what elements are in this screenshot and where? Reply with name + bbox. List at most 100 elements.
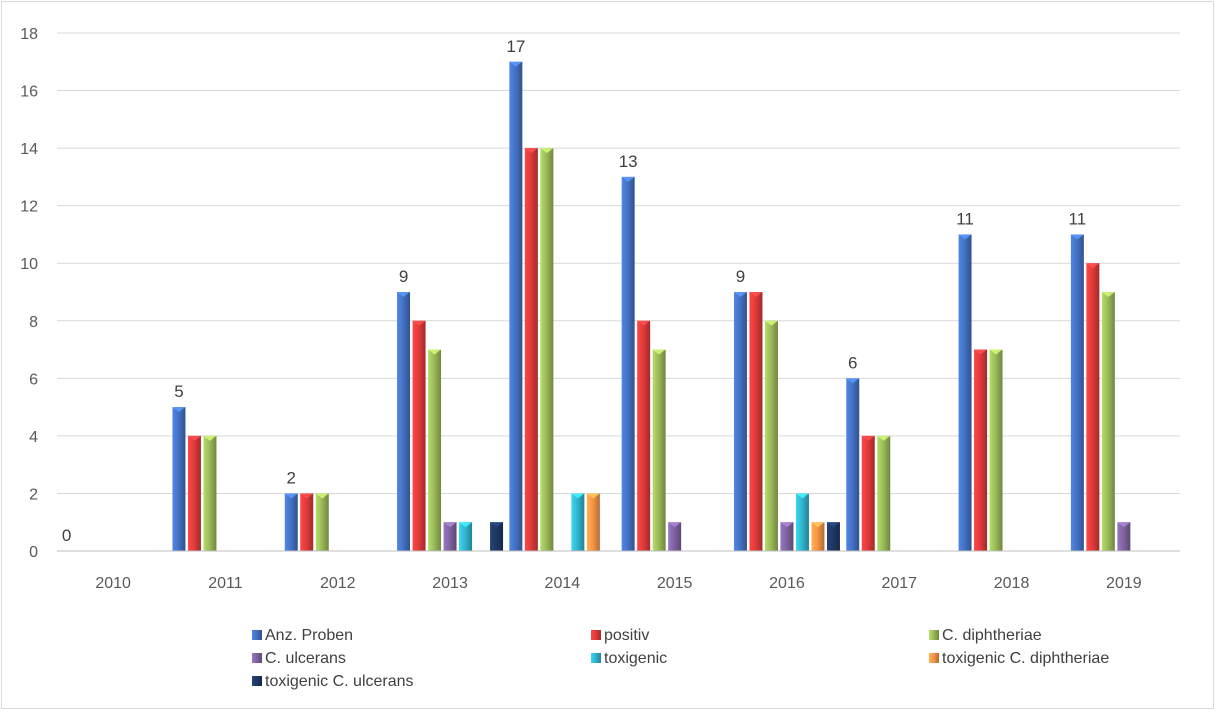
bar-bevel [652, 349, 666, 355]
bar-bevel [586, 493, 600, 499]
bar-bevel [846, 378, 860, 384]
bar-2016-2 [764, 320, 778, 551]
x-tick-label: 2014 [545, 575, 581, 592]
x-tick-label: 2019 [1106, 575, 1142, 592]
x-tick-label: 2015 [657, 575, 693, 592]
bar-2016-6 [826, 522, 840, 551]
y-axis-tick-labels: 0 2 4 6 8 10 12 14 16 18 [20, 26, 38, 561]
bar-bevel [668, 522, 682, 528]
bar-bevel [958, 234, 972, 240]
bars [172, 61, 1131, 552]
bar-bevel [989, 349, 1003, 355]
x-tick-label: 2012 [320, 575, 356, 592]
bar-2015-1 [637, 320, 651, 551]
data-label: 11 [956, 209, 974, 228]
legend-swatch [252, 676, 262, 686]
data-label: 9 [399, 267, 408, 286]
bar-2014-2 [540, 148, 554, 551]
x-tick-label: 2010 [95, 575, 131, 592]
bar-2012-0 [284, 493, 298, 551]
bar-2015-3 [668, 522, 682, 551]
bar-bevel [621, 176, 635, 182]
bar-2019-0 [1070, 234, 1084, 551]
bar-bevel [733, 292, 747, 297]
bar-bevel [826, 522, 840, 528]
bar-bevel [1117, 522, 1131, 528]
bar-2019-3 [1117, 522, 1131, 551]
bar-2016-0 [733, 292, 747, 551]
legend-label: toxigenic C. ulcerans [265, 673, 414, 690]
legend-swatch [929, 653, 939, 663]
bar-2018-2 [989, 349, 1003, 551]
bar-2015-2 [652, 349, 666, 551]
bar-2016-5 [811, 522, 825, 551]
bar-2017-0 [846, 378, 860, 551]
bar-bevel [315, 493, 329, 499]
bar-bevel [540, 148, 554, 154]
bar-2016-3 [780, 522, 794, 551]
bar-bevel [571, 493, 585, 499]
gridlines [57, 32, 1180, 552]
bar-2011-1 [187, 435, 201, 551]
bar-2014-0 [509, 61, 523, 552]
x-tick-label: 2016 [769, 575, 805, 592]
y-tick-label: 8 [29, 314, 38, 331]
bar-2019-2 [1101, 292, 1115, 551]
data-labels: 0 5 2 9 17 13 9 6 11 11 [62, 37, 1086, 545]
bar-bevel [861, 435, 875, 441]
bar-2018-1 [974, 349, 988, 551]
bar-bevel [490, 522, 504, 528]
data-label: 11 [1069, 209, 1087, 228]
bar-bevel [412, 320, 426, 326]
bar-2018-0 [958, 234, 972, 551]
legend-label: toxigenic [604, 650, 667, 667]
bar-2014-1 [524, 148, 538, 551]
legend-swatch [591, 630, 601, 640]
bar-2013-4 [459, 522, 473, 551]
bar-bevel [524, 148, 538, 154]
bar-2019-1 [1086, 263, 1100, 551]
bar-bevel [1101, 292, 1115, 297]
x-tick-label: 2018 [994, 575, 1030, 592]
data-label: 9 [736, 267, 745, 286]
x-tick-label: 2017 [881, 575, 917, 592]
legend-swatch [591, 653, 601, 663]
data-label: 17 [506, 37, 525, 56]
y-tick-label: 18 [20, 26, 38, 43]
bar-bevel [1070, 234, 1084, 240]
y-tick-label: 16 [20, 84, 38, 101]
legend-label: positiv [604, 627, 649, 644]
bar-2013-0 [397, 292, 411, 551]
bar-2014-5 [586, 493, 600, 551]
bar-2013-6 [490, 522, 504, 551]
bar-bevel [780, 522, 794, 528]
bar-bevel [795, 493, 809, 499]
bar-bevel [974, 349, 988, 355]
legend-label: toxigenic C. diphtheriae [942, 650, 1109, 667]
bar-bevel [459, 522, 473, 528]
y-tick-label: 6 [29, 371, 38, 388]
bar-2014-4 [571, 493, 585, 551]
bar-2011-0 [172, 407, 186, 551]
legend-label: C. ulcerans [265, 650, 346, 667]
x-tick-label: 2013 [432, 575, 468, 592]
bar-bevel [637, 320, 651, 326]
y-tick-label: 2 [29, 486, 38, 503]
bar-2016-4 [795, 493, 809, 551]
legend-label: C. diphtheriae [942, 627, 1042, 644]
y-tick-label: 0 [29, 544, 38, 561]
y-tick-label: 4 [29, 429, 38, 446]
bar-2016-1 [749, 292, 763, 551]
bar-bevel [187, 435, 201, 441]
data-label: 0 [62, 526, 71, 545]
bar-2012-1 [300, 493, 314, 551]
bar-bevel [1086, 263, 1100, 269]
bar-2012-2 [315, 493, 329, 551]
legend-swatch [252, 630, 262, 640]
data-label: 6 [848, 353, 857, 372]
bar-bevel [300, 493, 314, 499]
bar-2013-3 [443, 522, 457, 551]
data-label: 13 [619, 152, 638, 171]
